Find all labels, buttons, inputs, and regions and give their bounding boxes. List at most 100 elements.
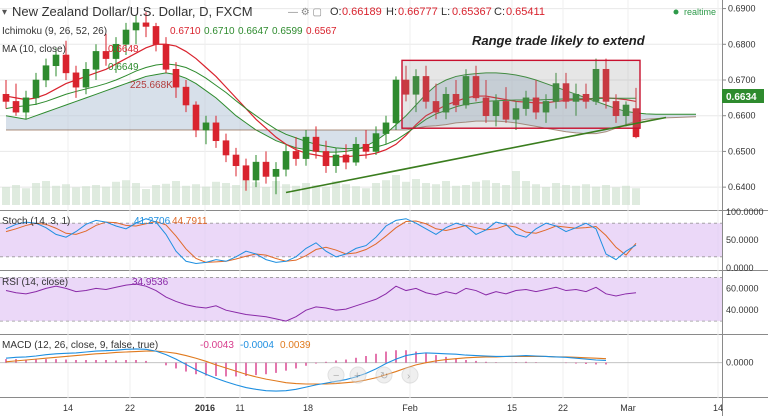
volume-bar — [22, 188, 30, 205]
candle-body[interactable] — [262, 161, 270, 177]
candle-body[interactable] — [482, 97, 490, 117]
candle-body[interactable] — [452, 93, 460, 106]
candle-body[interactable] — [182, 86, 190, 106]
candle-body[interactable] — [562, 83, 570, 102]
ma-label[interactable]: MA (10, close) — [2, 44, 66, 55]
candle-body[interactable] — [112, 43, 120, 59]
candle-body[interactable] — [302, 136, 310, 159]
zoom-out-button[interactable] — [327, 366, 345, 384]
settings-icons[interactable]: — ⚙ ▢ — [288, 7, 322, 18]
candle-body[interactable] — [532, 97, 540, 113]
candle-body[interactable] — [432, 101, 440, 113]
ichimoku-cloud — [6, 72, 696, 153]
candle-body[interactable] — [542, 101, 550, 113]
candle-body[interactable] — [42, 65, 50, 81]
candle-body[interactable] — [142, 22, 150, 27]
candle-body[interactable] — [52, 54, 60, 67]
price-tick-label: 0.6800 — [728, 39, 756, 49]
candle-body[interactable] — [412, 76, 420, 95]
candle-body[interactable] — [602, 68, 610, 102]
candle-body[interactable] — [372, 133, 380, 152]
candle-body[interactable] — [572, 93, 580, 102]
collapse-icon[interactable]: ▾ — [2, 7, 7, 18]
ichimoku-label[interactable]: Ichimoku (9, 26, 52, 26) — [2, 26, 107, 37]
candle-body[interactable] — [272, 168, 280, 177]
scroll-right-button[interactable] — [401, 366, 419, 384]
candle-body[interactable] — [82, 68, 90, 88]
candle-body[interactable] — [472, 76, 480, 99]
candle-body[interactable] — [352, 143, 360, 163]
volume-bar — [152, 185, 160, 205]
candle-body[interactable] — [32, 79, 40, 99]
candle-body[interactable] — [552, 83, 560, 102]
candle-body[interactable] — [102, 51, 110, 59]
reset-button[interactable] — [375, 366, 393, 384]
candle-body[interactable] — [242, 165, 250, 181]
volume-bar — [422, 183, 430, 205]
range-box[interactable] — [401, 59, 641, 129]
candle-body[interactable] — [342, 154, 350, 163]
candle-body[interactable] — [202, 122, 210, 131]
candle-body[interactable] — [442, 93, 450, 113]
candle-body[interactable] — [92, 51, 100, 70]
header: ▾ New Zealand Dollar/U.S. Dollar, D, FXC… — [2, 4, 716, 19]
candle-body[interactable] — [422, 76, 430, 102]
candle-body[interactable] — [392, 79, 400, 124]
candle-body[interactable] — [582, 93, 590, 102]
candle-body[interactable] — [172, 68, 180, 88]
candle-body[interactable] — [12, 101, 20, 113]
volume-bar — [122, 180, 130, 205]
candle-body[interactable] — [402, 79, 410, 95]
candle-body[interactable] — [462, 76, 470, 106]
candle-body[interactable] — [312, 136, 320, 152]
candle-body[interactable] — [252, 161, 260, 181]
macd-label[interactable]: MACD (12, 26, close, 9, false, true) — [2, 340, 158, 351]
candle-body[interactable] — [622, 104, 630, 117]
candle-body[interactable] — [512, 108, 520, 120]
date-tick-label: Mar — [620, 403, 636, 413]
volume-bar — [182, 185, 190, 205]
realtime-label[interactable]: realtime — [684, 7, 716, 17]
candle-body[interactable] — [72, 72, 80, 88]
candle-body[interactable] — [382, 122, 390, 134]
candle-body[interactable] — [592, 68, 600, 102]
candle-body[interactable] — [152, 26, 160, 45]
candle-body[interactable] — [362, 143, 370, 152]
zoom-in-button[interactable] — [349, 366, 367, 384]
reset-icon: ↻ — [380, 371, 388, 382]
candle-body[interactable] — [122, 29, 130, 45]
candle-body[interactable] — [322, 151, 330, 167]
volume-bar — [242, 180, 250, 205]
candle-body[interactable] — [22, 97, 30, 113]
candle-body[interactable] — [162, 43, 170, 70]
candle-body[interactable] — [212, 122, 220, 142]
stoch-label[interactable]: Stoch (14, 3, 1) — [2, 216, 70, 227]
price-tag — [722, 89, 764, 103]
rsi-label[interactable]: RSI (14, close) — [2, 277, 68, 288]
volume-bar — [222, 183, 230, 205]
candle-body[interactable] — [522, 97, 530, 109]
volume-bar — [62, 184, 70, 205]
candle-body[interactable] — [492, 101, 500, 117]
candle-body[interactable] — [62, 54, 70, 74]
candle-body[interactable] — [192, 104, 200, 131]
volume-bar — [42, 181, 50, 205]
rsi-band — [0, 277, 722, 322]
candle-body[interactable] — [292, 151, 300, 159]
volume-bar — [592, 186, 600, 205]
candle-body[interactable] — [612, 101, 620, 117]
candle-body[interactable] — [282, 151, 290, 170]
zoom-in-icon: + — [354, 370, 360, 382]
volume-bar — [542, 187, 550, 205]
ohlc-o-label: O: — [330, 6, 342, 18]
trendline[interactable] — [285, 116, 667, 194]
macd-pane[interactable] — [0, 335, 722, 397]
candle-body[interactable] — [2, 93, 10, 102]
realtime-dot — [673, 9, 679, 15]
candle-body[interactable] — [222, 140, 230, 156]
candle-body[interactable] — [132, 22, 140, 31]
candle-body[interactable] — [232, 154, 240, 167]
candle-body[interactable] — [502, 101, 510, 120]
candle-body[interactable] — [332, 154, 340, 167]
stoch-tick-label: 50.0000 — [726, 235, 759, 245]
